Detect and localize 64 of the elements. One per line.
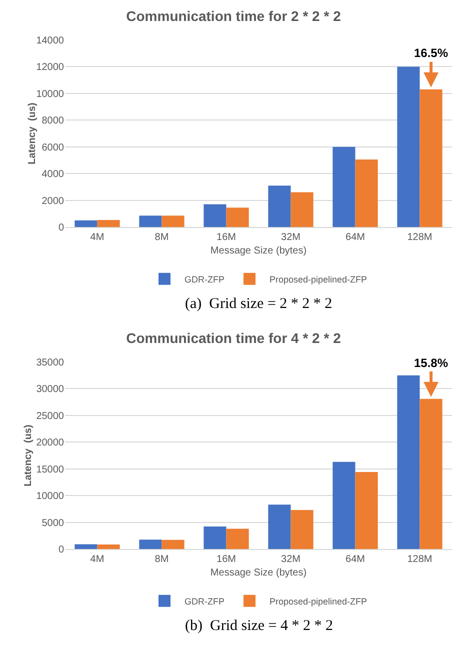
legend-label: Proposed-pipelined-ZFP (270, 596, 368, 606)
x-tick-label: 16M (216, 232, 236, 243)
y-tick-label: 15000 (36, 464, 64, 476)
bar (268, 186, 291, 227)
bar (162, 540, 184, 549)
x-tick-label: 64M (346, 232, 365, 243)
x-tick-label: 128M (407, 554, 432, 565)
x-tick-label: 8M (154, 232, 169, 243)
bar (332, 462, 356, 549)
x-axis-title: Message Size (bytes) (210, 246, 307, 256)
y-tick-label: 25000 (36, 410, 64, 422)
x-tick-label: 4M (90, 554, 104, 565)
text: (b) Grid size = 4 * 2 * 2 (185, 618, 334, 634)
y-tick-label: 0 (58, 544, 64, 556)
y-tick-label: 5000 (42, 518, 64, 529)
legend-label: Proposed-pipelined-ZFP (270, 274, 368, 284)
bar (74, 220, 98, 227)
legend-label: GDR-ZFP (184, 596, 224, 606)
y-tick-label: 30000 (36, 384, 64, 396)
bar (226, 528, 249, 549)
bar (204, 204, 226, 227)
y-tick-label: 35000 (36, 358, 64, 368)
bar (290, 510, 314, 549)
bar (97, 544, 120, 549)
bar (204, 526, 226, 549)
bar (97, 220, 120, 227)
bar (268, 504, 291, 549)
x-axis-title: Message Size (bytes) (210, 568, 307, 578)
x-tick-label: 16M (216, 554, 236, 565)
y-tick-label: 12000 (36, 62, 64, 74)
bar (226, 208, 249, 227)
legend-label: GDR-ZFP (184, 274, 224, 284)
chart-title: Communication time for 2 * 2 * 2 (126, 8, 342, 24)
x-tick-label: 4M (90, 232, 104, 243)
y-tick-label: 10000 (36, 88, 64, 100)
y-tick-label: 8000 (42, 116, 64, 127)
text: (a) Grid size = 2 * 2 * 2 (185, 296, 332, 312)
y-tick-label: 6000 (42, 142, 64, 154)
y-tick-label: 4000 (42, 169, 64, 180)
bar (355, 472, 378, 549)
x-tick-label: 32M (281, 232, 300, 243)
y-tick-label: 0 (58, 222, 64, 234)
chart-title: Communication time for 4 * 2 * 2 (126, 330, 342, 346)
bar (74, 544, 98, 549)
y-tick-label: 14000 (36, 36, 64, 46)
x-tick-label: 64M (346, 554, 365, 565)
annotation: 15.8% (414, 356, 448, 370)
x-tick-label: 8M (154, 554, 169, 565)
x-tick-label: 32M (281, 554, 300, 565)
bar (139, 540, 162, 549)
bar (355, 160, 378, 227)
bar (332, 146, 356, 227)
y-tick-label: 2000 (42, 196, 64, 207)
bar (139, 216, 162, 227)
bar (162, 216, 184, 227)
y-tick-label: 10000 (36, 491, 64, 502)
y-axis-title: Latency (us) (23, 424, 34, 486)
annotation: 16.5% (414, 46, 448, 60)
y-axis-title: Latency (us) (27, 102, 38, 164)
bar (397, 375, 420, 549)
bar (290, 192, 314, 227)
x-tick-label: 128M (407, 232, 432, 243)
bar (397, 66, 420, 227)
y-tick-label: 20000 (36, 438, 64, 449)
